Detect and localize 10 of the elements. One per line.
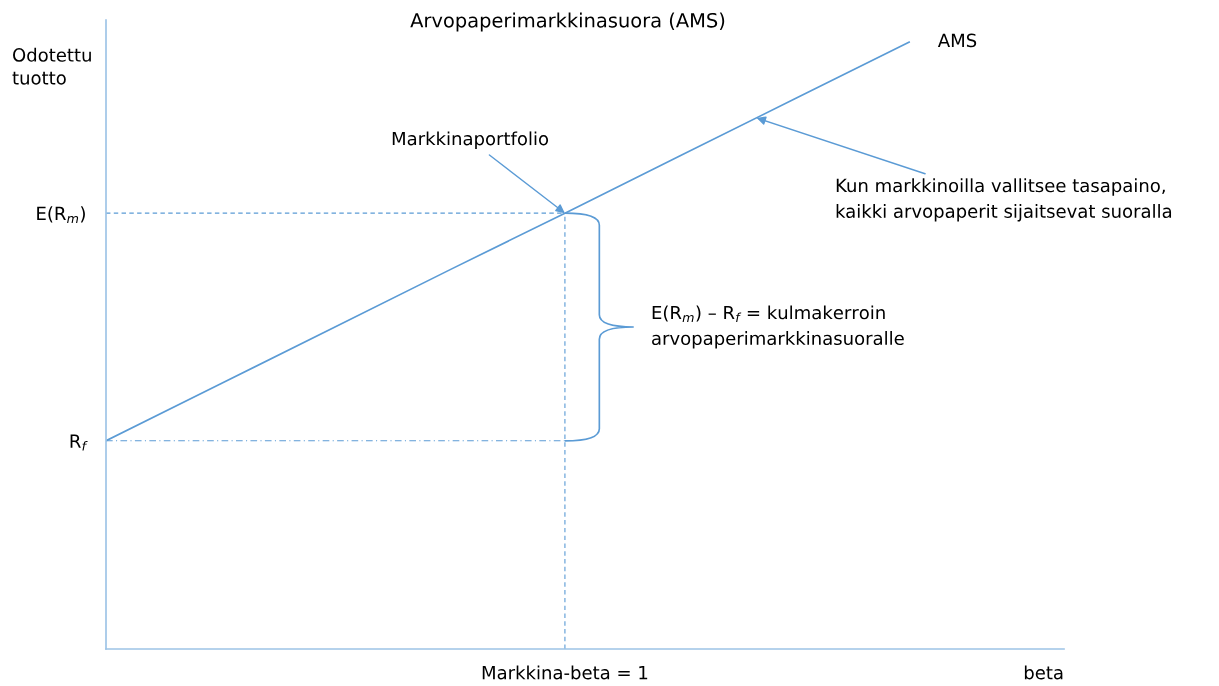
ref-line-label: E(R$_{m}$) (37, 206, 85, 223)
annotation: Kun markkinoilla vallitsee tasapaino, kaikki arvopaperit sijaitsevat suoralla (836, 178, 1172, 222)
series-label: AMS (937, 33, 977, 48)
annotation: Markkinaportfolio (392, 131, 549, 149)
chart-title: Arvopaperimarkkinasuora (AMS) (410, 12, 725, 32)
y-axis-title: Odotettu tuotto (12, 47, 91, 85)
x-axis-title: beta (1024, 665, 1063, 680)
ref-line-label: R$_{f}$ (70, 434, 88, 451)
annotation: E(R$_{m}$) – R$_{f}$ = kulmakerroin arvopaperimarkkinasuoralle (652, 305, 904, 349)
text: Markkina-beta = 1 (482, 665, 648, 680)
